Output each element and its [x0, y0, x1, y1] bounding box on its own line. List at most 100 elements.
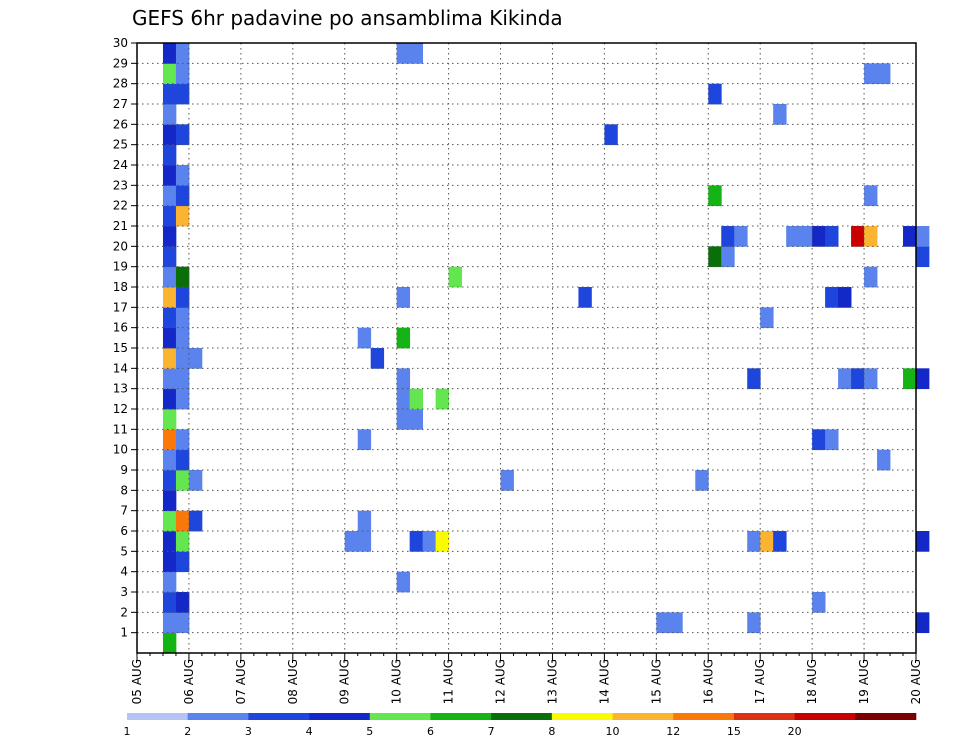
- heatmap-cell: [162, 571, 177, 593]
- heatmap-cell: [695, 470, 709, 491]
- y-tick-label: 2: [120, 605, 128, 619]
- heatmap-cell: [604, 124, 618, 146]
- heatmap-cell: [162, 470, 177, 491]
- heatmap-cell: [396, 409, 411, 430]
- heatmap-cell: [825, 226, 839, 247]
- heatmap-cell: [916, 612, 930, 634]
- x-tick-label: 12 AUG: [494, 659, 508, 704]
- heatmap-cell: [175, 205, 190, 227]
- heatmap-cell: [864, 63, 878, 85]
- colorbar-label: 5: [366, 725, 373, 738]
- x-tick-label: 20 AUG: [909, 659, 923, 704]
- y-tick-label: 23: [113, 178, 128, 192]
- x-tick-label: 11 AUG: [442, 659, 456, 704]
- heatmap-cell: [162, 612, 177, 634]
- y-tick-label: 8: [120, 483, 128, 497]
- colorbar-label: 6: [427, 725, 434, 738]
- heatmap-cell: [162, 409, 177, 430]
- heatmap-cell: [396, 43, 411, 64]
- heatmap-cell: [175, 449, 190, 471]
- heatmap-cell: [422, 531, 437, 552]
- colorbar-segment: [248, 713, 310, 720]
- heatmap-cell: [409, 409, 424, 430]
- heatmap-cell: [175, 266, 190, 288]
- heatmap-cell: [799, 226, 813, 247]
- heatmap-cell: [175, 510, 190, 532]
- heatmap-cell: [162, 510, 177, 532]
- heatmap-cell: [747, 612, 761, 634]
- y-tick-label: 21: [113, 219, 128, 233]
- y-tick-label: 3: [120, 585, 128, 599]
- colorbar-label: 10: [606, 725, 620, 738]
- heatmap-cell: [708, 83, 722, 105]
- y-tick-label: 5: [120, 544, 128, 558]
- heatmap-cell: [656, 612, 670, 634]
- y-tick-label: 4: [120, 565, 128, 579]
- heatmap-cell: [773, 531, 787, 552]
- heatmap-cell: [916, 246, 930, 268]
- x-tick-label: 15 AUG: [649, 659, 663, 704]
- heatmap-cell: [864, 185, 878, 207]
- x-tick-label: 14 AUG: [597, 659, 611, 704]
- heatmap-cell: [851, 226, 865, 247]
- heatmap-cell: [162, 327, 177, 349]
- colorbar-segment: [491, 713, 553, 720]
- heatmap-cell: [162, 144, 177, 166]
- x-tick-label: 08 AUG: [286, 659, 300, 704]
- colorbar-label: 8: [548, 725, 555, 738]
- heatmap-cell: [708, 246, 722, 268]
- heatmap-cell: [500, 470, 514, 491]
- heatmap-cell: [162, 551, 177, 573]
- x-tick-label: 05 AUG: [130, 659, 144, 704]
- heatmap-cell: [916, 226, 930, 247]
- colorbar-label: 12: [666, 725, 680, 738]
- y-tick-label: 18: [113, 280, 128, 294]
- heatmap-cell: [175, 63, 190, 85]
- y-tick-label: 11: [113, 422, 128, 436]
- y-tick-label: 29: [113, 56, 128, 70]
- heatmap-cell: [357, 429, 372, 451]
- heatmap-cell: [838, 368, 852, 390]
- y-tick-label: 26: [113, 117, 128, 131]
- heatmap-cell: [162, 490, 177, 512]
- colorbar-segment: [309, 713, 371, 720]
- colorbar-segment: [551, 713, 613, 720]
- heatmap-cell: [851, 368, 865, 390]
- heatmap-cell: [357, 510, 372, 532]
- y-tick-label: 22: [113, 199, 128, 213]
- heatmap-cell: [864, 226, 878, 247]
- heatmap-cell: [721, 246, 735, 268]
- y-tick-label: 30: [113, 36, 128, 50]
- heatmap-cell: [188, 510, 203, 532]
- grid-lines: [137, 43, 916, 653]
- colorbar-segment: [612, 713, 674, 720]
- heatmap-cell: [409, 43, 424, 64]
- heatmap-cell: [760, 531, 774, 552]
- colorbar-label: 15: [727, 725, 741, 738]
- heatmap-cell: [812, 592, 826, 613]
- heatmap-cell: [175, 388, 190, 410]
- y-tick-label: 16: [113, 321, 128, 335]
- heatmap-cell: [877, 63, 891, 85]
- heatmap-cell: [162, 205, 177, 227]
- heatmap-cell: [175, 368, 190, 390]
- colorbar-segment: [673, 713, 735, 720]
- colorbar-label: 7: [488, 725, 495, 738]
- heatmap-cell: [162, 43, 177, 64]
- heatmap-cell: [162, 368, 177, 390]
- colorbar-label: 20: [788, 725, 802, 738]
- heatmap-cell: [188, 348, 203, 369]
- heatmap-cell: [175, 612, 190, 634]
- heatmap-cell: [357, 327, 372, 349]
- y-tick-label: 14: [113, 361, 128, 375]
- heatmap-cell: [175, 531, 190, 552]
- y-tick-label: 10: [113, 443, 128, 457]
- heatmap-cell: [825, 287, 839, 308]
- heatmap-cell: [175, 327, 190, 349]
- heatmap-cell: [396, 287, 411, 308]
- y-tick-label: 13: [113, 382, 128, 396]
- heatmap-cell: [162, 63, 177, 85]
- y-tick-label: 9: [120, 463, 128, 477]
- heatmap-cell: [162, 83, 177, 105]
- heatmap-cell: [344, 531, 359, 552]
